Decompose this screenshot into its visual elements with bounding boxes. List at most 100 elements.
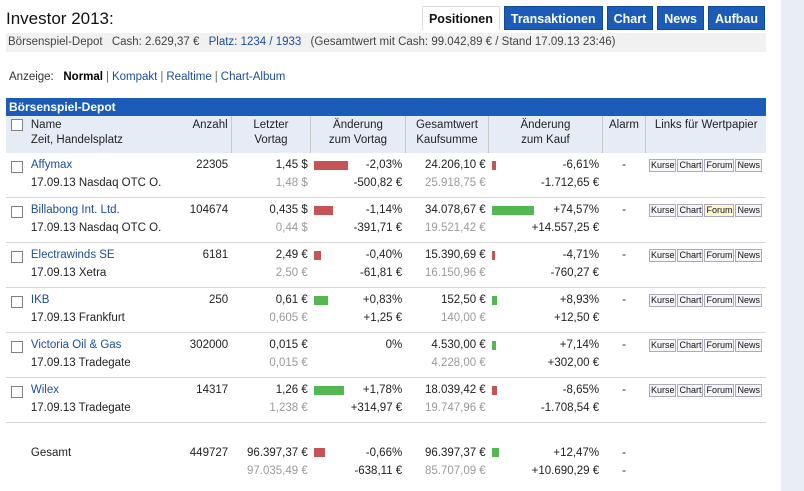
tab-positionen[interactable]: Positionen xyxy=(421,6,500,30)
stock-name-link[interactable]: IKB xyxy=(30,294,50,306)
alarm-value: - xyxy=(622,249,626,261)
news-link-button[interactable]: News xyxy=(735,204,762,217)
kurse-link-button[interactable]: Kurse xyxy=(648,294,677,307)
handelsplatz-value: 17.09.13 Nasdaq OTC O. xyxy=(27,174,180,198)
vortag-value: 2,50 € xyxy=(231,264,311,288)
forum-link-button[interactable]: Forum xyxy=(704,204,735,217)
kaufsumme-value: 25.918,75 € xyxy=(405,174,489,198)
page-title: Investor 2013: xyxy=(6,9,114,28)
stock-name-link[interactable]: Affymax xyxy=(30,159,73,171)
news-link-button[interactable]: News xyxy=(735,384,762,397)
aend-abs-value xyxy=(310,354,406,378)
anzahl-value: 104674 xyxy=(189,204,229,216)
change-kauf-bar xyxy=(491,385,497,395)
kauf-abs-value: +12,50 € xyxy=(488,309,603,333)
tab-transaktionen[interactable]: Transaktionen xyxy=(503,6,603,30)
view-realtime[interactable]: Realtime xyxy=(166,71,212,83)
row-checkbox[interactable] xyxy=(10,160,23,173)
row-checkbox[interactable] xyxy=(10,250,23,263)
news-link-button[interactable]: News xyxy=(735,249,762,262)
total-alarm-2: - xyxy=(622,464,626,477)
table-row: Billabong Int. Ltd. 104674 0,435 $ -1,14% 34… xyxy=(6,197,766,243)
kauf-abs-value: -1.708,54 € xyxy=(488,399,603,423)
col-aenderung-kauf: Änderung xyxy=(520,119,571,131)
row-checkbox[interactable] xyxy=(10,340,23,353)
aend-pct-value: +0,83% xyxy=(362,294,403,306)
stock-name-link[interactable]: Billabong Int. Ltd. xyxy=(30,204,120,216)
gesamtwert-value: 18.039,42 € xyxy=(424,384,486,396)
change-kauf-bar xyxy=(491,295,497,305)
kauf-pct-value: +8,93% xyxy=(559,294,600,306)
change-vortag-bar xyxy=(313,250,321,260)
alarm-value: - xyxy=(622,294,626,306)
forum-link-button[interactable]: Forum xyxy=(704,249,735,262)
news-link-button[interactable]: News xyxy=(735,339,762,352)
chart-link-button[interactable]: Chart xyxy=(677,159,704,172)
handelsplatz-value: 17.09.13 Frankfurt xyxy=(27,309,180,333)
kurse-link-button[interactable]: Kurse xyxy=(648,204,677,217)
news-link-button[interactable]: News xyxy=(735,159,762,172)
kurs-value: 0,015 € xyxy=(269,339,308,351)
forum-link-button[interactable]: Forum xyxy=(704,294,735,307)
alarm-value: - xyxy=(622,204,626,216)
table-row-detail: 17.09.13 Frankfurt 0,605 € +1,25 €140,00 €… xyxy=(6,309,766,333)
chart-link-button[interactable]: Chart xyxy=(677,339,704,352)
change-vortag-bar xyxy=(313,295,328,305)
chart-link-button[interactable]: Chart xyxy=(677,204,704,217)
row-checkbox[interactable] xyxy=(10,385,23,398)
total-aend-abs: -638,11 € xyxy=(354,464,403,477)
total-kurs: 96.397,37 € xyxy=(246,446,308,459)
forum-link-button[interactable]: Forum xyxy=(704,339,735,352)
col-alarm: Alarm xyxy=(601,116,646,153)
kurse-link-button[interactable]: Kurse xyxy=(648,384,677,397)
stock-name-link[interactable]: Wilex xyxy=(30,384,59,396)
total-vortag: 97.035,49 € xyxy=(246,464,308,477)
view-kompakt[interactable]: Kompakt xyxy=(111,71,158,83)
view-normal[interactable]: Normal xyxy=(63,71,103,83)
row-checkbox[interactable] xyxy=(10,205,23,218)
total-change-vortag-bar xyxy=(313,448,325,457)
kurs-value: 2,49 € xyxy=(275,249,308,261)
total-row-detail: 97.035,49 € -638,11 € 85.707,09 € +10.690,2… xyxy=(6,462,766,485)
change-kauf-bar xyxy=(491,250,495,260)
kurse-link-button[interactable]: Kurse xyxy=(648,159,677,172)
kaufsumme-value: 140,00 € xyxy=(405,309,489,333)
select-all-checkbox[interactable] xyxy=(10,118,23,131)
tab-aufbau[interactable]: Aufbau xyxy=(707,6,765,30)
total-value-info: (Gesamtwert mit Cash: 99.042,89 € / Stan… xyxy=(310,36,616,48)
chart-link-button[interactable]: Chart xyxy=(677,249,704,262)
kauf-pct-value: -8,65% xyxy=(562,384,600,396)
total-anzahl: 449727 xyxy=(189,446,229,459)
kaufsumme-value: 19.747,96 € xyxy=(405,399,489,423)
col-kaufsumme: Kaufsumme xyxy=(416,134,478,146)
panel-title: Börsenspiel-Depot xyxy=(6,98,766,116)
change-vortag-bar xyxy=(313,205,333,215)
tab-chart[interactable]: Chart xyxy=(606,6,654,30)
tab-news[interactable]: News xyxy=(657,6,704,30)
view-chart-album[interactable]: Chart-Album xyxy=(220,71,286,83)
stock-name-link[interactable]: Electrawinds SE xyxy=(30,249,115,261)
kauf-pct-value: +74,57% xyxy=(553,204,600,216)
kurse-link-button[interactable]: Kurse xyxy=(648,339,677,352)
col-letzter: Letzter xyxy=(253,119,289,131)
chart-link-button[interactable]: Chart xyxy=(677,294,704,307)
row-checkbox[interactable] xyxy=(10,295,23,308)
platz-label[interactable]: Platz: xyxy=(208,36,238,48)
kurs-value: 1,45 $ xyxy=(275,159,308,171)
kauf-pct-value: -4,71% xyxy=(562,249,600,261)
news-link-button[interactable]: News xyxy=(735,294,762,307)
change-kauf-bar xyxy=(491,205,534,215)
col-zeit: Zeit, Handelsplatz xyxy=(30,134,123,146)
kurse-link-button[interactable]: Kurse xyxy=(648,249,677,262)
change-vortag-bar xyxy=(313,160,348,170)
aend-pct-value: 0% xyxy=(385,339,403,351)
gesamtwert-value: 4.530,00 € xyxy=(431,339,486,351)
anzahl-value: 6181 xyxy=(202,249,229,261)
forum-link-button[interactable]: Forum xyxy=(704,159,735,172)
chart-link-button[interactable]: Chart xyxy=(677,384,704,397)
forum-link-button[interactable]: Forum xyxy=(704,384,735,397)
vortag-value: 1,238 € xyxy=(231,399,311,423)
anzahl-value: 302000 xyxy=(189,339,229,351)
platz-value[interactable]: 1234 / 1933 xyxy=(240,36,302,48)
stock-name-link[interactable]: Victoria Oil & Gas xyxy=(30,339,122,351)
